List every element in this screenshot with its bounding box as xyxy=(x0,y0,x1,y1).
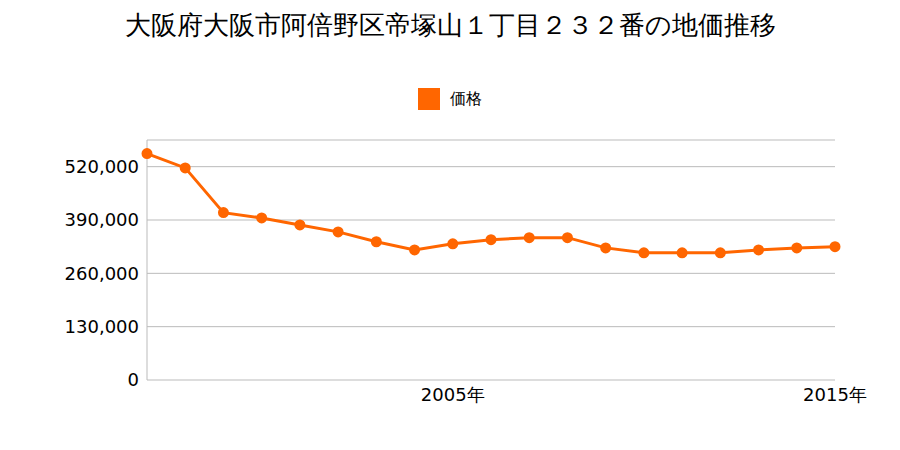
svg-text:390,000: 390,000 xyxy=(65,209,139,230)
svg-text:260,000: 260,000 xyxy=(65,263,139,284)
svg-text:130,000: 130,000 xyxy=(65,316,139,337)
svg-text:2015年: 2015年 xyxy=(803,384,867,405)
svg-text:520,000: 520,000 xyxy=(65,156,139,177)
html-text:価格: 価格 xyxy=(450,88,482,108)
svg-text:2005年: 2005年 xyxy=(421,384,485,405)
svg-text:0: 0 xyxy=(128,369,139,390)
html-text:大阪府大阪市阿倍野区帝塚山１丁目２３２番の地価推移: 大阪府大阪市阿倍野区帝塚山１丁目２３２番の地価推移 xyxy=(124,10,776,40)
